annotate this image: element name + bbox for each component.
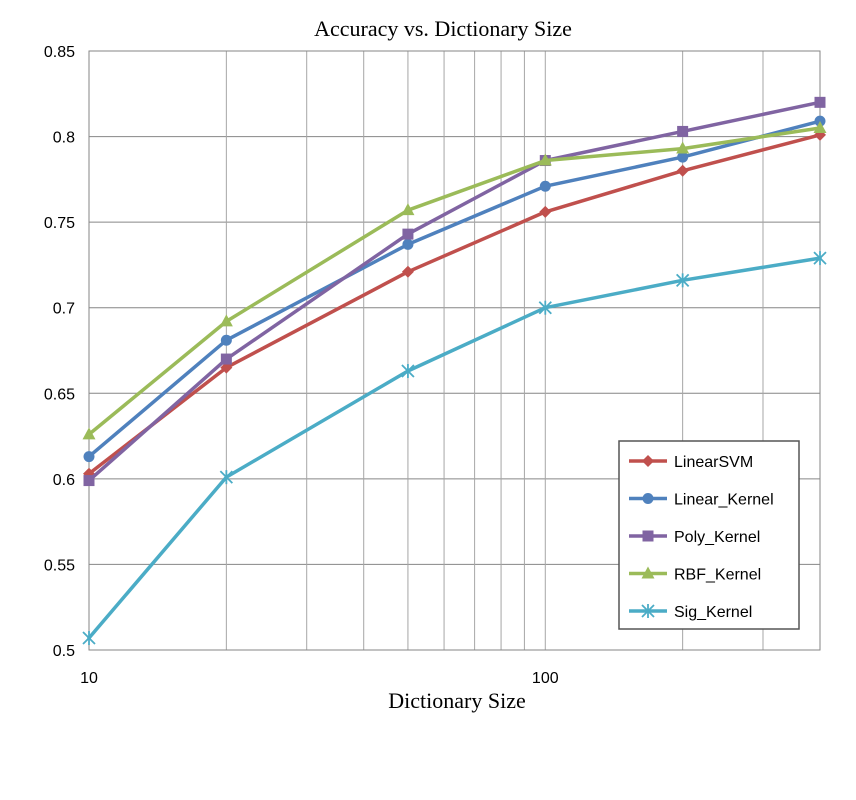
y-tick-label: 0.75 bbox=[44, 215, 75, 232]
legend-label: Sig_Kernel bbox=[674, 604, 752, 621]
y-tick-label: 0.55 bbox=[44, 557, 75, 574]
circle-marker bbox=[83, 451, 95, 463]
chart-title: Accuracy vs. Dictionary Size bbox=[314, 16, 572, 41]
triangle-marker bbox=[813, 121, 827, 134]
legend-label: Poly_Kernel bbox=[674, 529, 760, 546]
star-marker bbox=[813, 251, 827, 266]
square-marker bbox=[402, 228, 414, 240]
y-tick-label: 0.5 bbox=[53, 643, 75, 660]
series-poly-kernel bbox=[83, 96, 826, 487]
triangle-marker bbox=[401, 203, 415, 216]
series-line bbox=[87, 126, 822, 437]
diamond-marker bbox=[539, 205, 552, 218]
star-marker bbox=[676, 273, 690, 288]
diamond-marker bbox=[220, 361, 233, 374]
square-marker bbox=[677, 125, 689, 137]
series-line bbox=[87, 119, 822, 459]
triangle-marker bbox=[538, 153, 552, 166]
triangle-marker bbox=[82, 427, 96, 440]
diamond-marker bbox=[401, 265, 414, 278]
legend-label: Linear_Kernel bbox=[674, 492, 774, 509]
y-tick-label: 0.65 bbox=[44, 386, 75, 403]
series-line bbox=[87, 100, 822, 483]
circle-marker bbox=[677, 151, 689, 163]
square-marker bbox=[642, 530, 654, 542]
series-linear-kernel bbox=[83, 115, 826, 463]
legend-item: Sig_Kernel bbox=[629, 604, 752, 621]
legend-item: Linear_Kernel bbox=[629, 492, 774, 509]
square-marker bbox=[83, 475, 95, 487]
x-axis-label: Dictionary Size bbox=[388, 688, 525, 713]
diamond-marker bbox=[676, 164, 689, 177]
series-rbf-kernel bbox=[82, 121, 827, 440]
star-marker bbox=[401, 364, 415, 379]
legend-label: LinearSVM bbox=[674, 454, 753, 471]
series-linearsvm bbox=[83, 128, 826, 480]
legend-item: Poly_Kernel bbox=[629, 529, 760, 546]
square-marker bbox=[220, 353, 232, 365]
x-tick-label: 10 bbox=[80, 670, 98, 687]
circle-marker bbox=[402, 238, 414, 250]
square-marker bbox=[814, 96, 826, 108]
triangle-marker bbox=[219, 314, 233, 327]
triangle-marker bbox=[641, 566, 655, 579]
legend-item: LinearSVM bbox=[629, 454, 753, 471]
series-sig-kernel bbox=[82, 251, 827, 646]
triangle-marker bbox=[676, 141, 690, 154]
legend: LinearSVM Linear_Kernel Poly_Kernel RBF_Ker… bbox=[618, 440, 800, 630]
circle-marker bbox=[642, 493, 654, 504]
star-marker bbox=[641, 604, 655, 618]
star-marker bbox=[82, 631, 96, 646]
y-axis-tick-labels: 0.5 0.55 0.6 0.65 0.7 0.75 0.8 0.85 bbox=[44, 44, 75, 660]
circle-marker bbox=[220, 334, 232, 346]
y-tick-label: 0.85 bbox=[44, 44, 75, 61]
y-tick-label: 0.8 bbox=[53, 130, 75, 147]
series-layer bbox=[82, 96, 827, 646]
y-tick-label: 0.7 bbox=[53, 301, 75, 318]
x-axis-tick-labels: 10 100 bbox=[80, 670, 559, 687]
star-marker bbox=[538, 300, 552, 315]
y-tick-label: 0.6 bbox=[53, 472, 75, 489]
star-marker bbox=[219, 470, 233, 485]
legend-label: RBF_Kernel bbox=[674, 567, 761, 584]
series-line bbox=[87, 133, 822, 476]
circle-marker bbox=[539, 180, 551, 192]
series-line bbox=[87, 256, 822, 640]
diamond-marker bbox=[642, 455, 654, 467]
legend-item: RBF_Kernel bbox=[629, 566, 761, 584]
x-tick-label: 100 bbox=[532, 670, 559, 687]
plot-area bbox=[88, 50, 821, 651]
grid-lines bbox=[88, 50, 821, 651]
